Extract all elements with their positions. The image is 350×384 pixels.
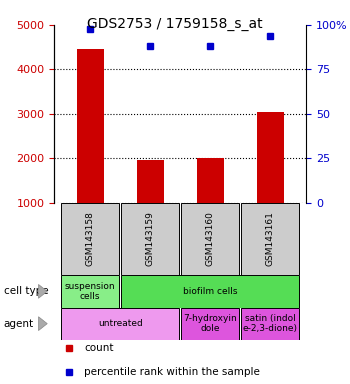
Bar [137, 161, 164, 203]
Bar [241, 203, 299, 275]
Text: untreated: untreated [98, 319, 143, 328]
Bar [181, 308, 239, 340]
Bar [257, 111, 284, 203]
Text: cell type: cell type [4, 286, 48, 296]
Bar [62, 275, 119, 308]
Text: GSM143158: GSM143158 [86, 212, 95, 266]
Text: 7-hydroxyin
dole: 7-hydroxyin dole [183, 314, 237, 333]
Text: GSM143159: GSM143159 [146, 212, 155, 266]
Text: satin (indol
e-2,3-dione): satin (indol e-2,3-dione) [243, 314, 298, 333]
Bar [181, 203, 239, 275]
Text: GSM143161: GSM143161 [266, 212, 275, 266]
Text: percentile rank within the sample: percentile rank within the sample [84, 367, 260, 377]
Bar [62, 308, 179, 340]
Bar [121, 275, 299, 308]
Bar [62, 203, 119, 275]
Bar [241, 308, 299, 340]
Text: suspension
cells: suspension cells [65, 281, 116, 301]
Text: agent: agent [4, 319, 34, 329]
Bar [197, 158, 224, 203]
Text: GDS2753 / 1759158_s_at: GDS2753 / 1759158_s_at [87, 17, 263, 31]
Text: count: count [84, 343, 114, 353]
Bar [77, 50, 104, 203]
Text: biofilm cells: biofilm cells [183, 287, 238, 296]
Text: GSM143160: GSM143160 [206, 212, 215, 266]
Bar [121, 203, 179, 275]
